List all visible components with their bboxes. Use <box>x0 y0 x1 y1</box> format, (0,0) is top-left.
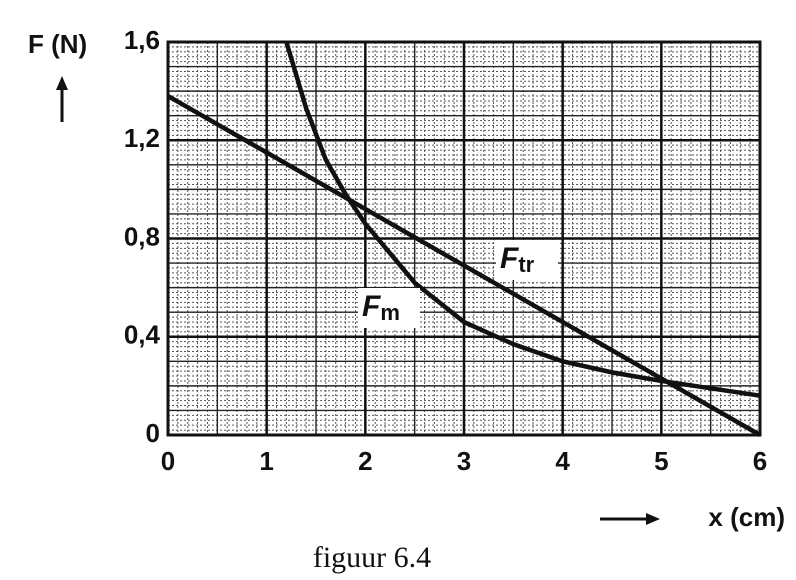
x-axis-label: x (cm) <box>708 502 785 532</box>
x-tick-label: 6 <box>753 446 767 476</box>
label-bg <box>358 288 420 328</box>
y-axis-label: F (N) <box>28 29 87 59</box>
series-name: F <box>500 242 519 275</box>
y-arrow-head <box>56 76 68 90</box>
x-tick-label: 2 <box>358 446 372 476</box>
label-bg <box>496 240 558 280</box>
series-subscript: tr <box>518 252 534 277</box>
x-tick-label: 1 <box>259 446 273 476</box>
y-tick-label: 0,4 <box>124 320 161 350</box>
series-line <box>166 94 762 437</box>
x-tick-label: 4 <box>555 446 570 476</box>
series-label: Ftr <box>500 242 535 277</box>
x-tick-label: 3 <box>457 446 471 476</box>
y-tick-label: 0,8 <box>124 221 160 251</box>
x-tick-label: 5 <box>654 446 668 476</box>
series-subscript: m <box>380 300 400 325</box>
series-label: Fm <box>362 290 400 325</box>
series-line <box>284 42 761 398</box>
y-tick-label: 1,6 <box>124 25 160 55</box>
x-tick-label: 0 <box>161 446 175 476</box>
x-arrow-head <box>646 513 660 525</box>
caption: figuur 6.4 <box>313 541 431 574</box>
series-name: F <box>362 290 381 323</box>
y-tick-label: 1,2 <box>124 123 160 153</box>
y-tick-label: 0 <box>146 418 160 448</box>
plot-frame <box>166 40 762 437</box>
